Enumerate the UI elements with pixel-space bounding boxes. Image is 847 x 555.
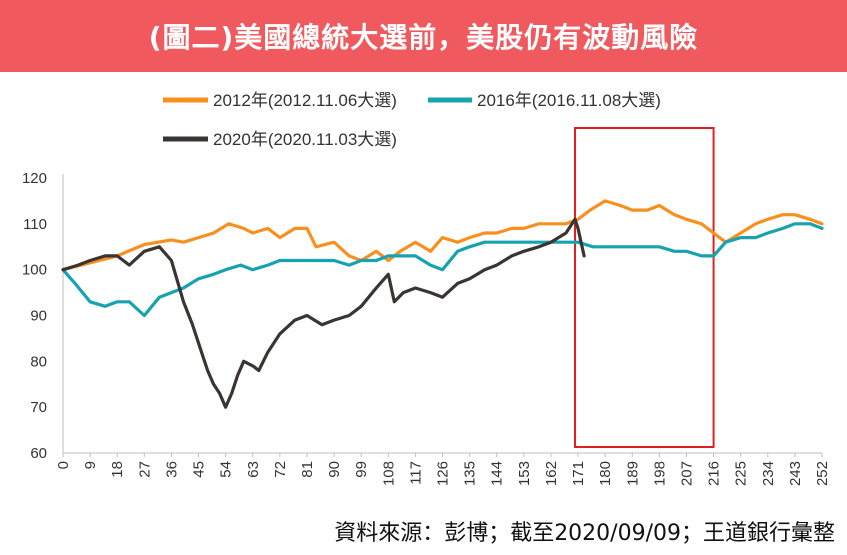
x-tick-label: 225 [733,461,750,486]
y-tick-label: 100 [22,262,47,279]
x-tick-label: 198 [651,461,668,486]
legend-label-2020: 2020年(2020.11.03大選) [213,130,397,149]
x-tick-label: 252 [814,461,831,486]
x-tick-label: 243 [787,461,804,486]
x-tick-label: 99 [353,461,370,478]
x-tick-label: 81 [299,461,316,478]
x-tick-label: 72 [272,461,289,478]
x-tick-label: 27 [136,461,153,478]
y-tick-label: 70 [30,399,47,416]
series-line-2016 [61,222,824,318]
banner-title: (圖二)美國總統大選前，美股仍有波動風險 [0,0,847,72]
axes: 60 70 80 90 100 110 120 0 9 18 27 36 45 54 63 72 81 90 99 1… [22,170,831,486]
x-tick-label: 189 [624,461,641,486]
legend: 2012年(2012.11.06大選) 2016年(2016.11.08大選) … [163,91,661,149]
y-tick-label: 80 [30,353,47,370]
x-tick-label: 45 [191,461,208,478]
line-chart: 2012年(2012.11.06大選) 2016年(2016.11.08大選) … [22,91,831,486]
x-tick-label: 0 [55,461,72,469]
x-tick-label: 171 [570,461,587,486]
x-tick-label: 18 [109,461,126,478]
legend-label-2012: 2012年(2012.11.06大選) [213,91,397,110]
x-tick-label: 216 [706,461,723,486]
series-line-2012 [61,199,824,272]
x-tick-label: 234 [760,461,777,486]
y-tick-label: 120 [22,170,47,187]
x-tick-label: 162 [543,461,560,486]
x-tick-label: 63 [245,461,262,478]
x-tick-label: 108 [380,461,397,486]
x-tick-label: 126 [435,461,452,486]
x-tick-label: 36 [163,461,180,478]
x-tick-label: 117 [407,461,424,485]
x-tick-label: 90 [326,461,343,478]
x-tick-label: 153 [516,461,533,486]
y-tick-label: 60 [30,445,47,462]
x-tick-label: 54 [218,461,235,478]
x-tick-label: 135 [462,461,479,486]
highlight-box [574,127,715,448]
x-tick-label: 180 [597,461,614,486]
x-tick-label: 9 [82,461,99,469]
x-tick-label: 207 [678,461,695,486]
series-layer [61,199,824,409]
legend-label-2016: 2016年(2016.11.08大選) [477,91,661,110]
highlight-layer [574,127,715,448]
x-tick-label: 144 [489,461,506,486]
y-tick-label: 110 [23,216,47,233]
source-note: 資料來源：彭博；截至2020/09/09；王道銀行彙整 [334,521,835,546]
y-tick-label: 90 [30,308,47,325]
series-line-2020 [61,217,586,409]
